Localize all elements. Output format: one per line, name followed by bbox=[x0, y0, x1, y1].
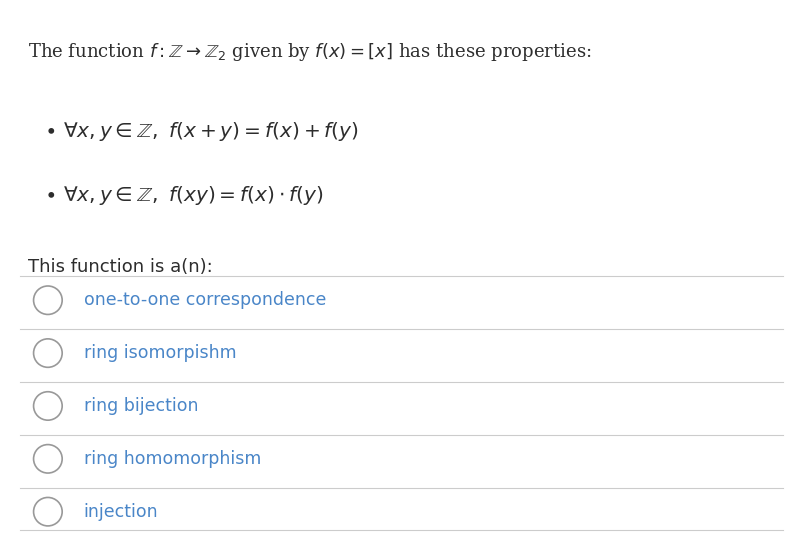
Text: injection: injection bbox=[83, 503, 158, 521]
Text: This function is a(n):: This function is a(n): bbox=[28, 258, 213, 276]
Text: ring bijection: ring bijection bbox=[83, 397, 198, 415]
Text: The function $f : \mathbb{Z} \rightarrow \mathbb{Z}_2$ given by $f(x) = [x]$ has: The function $f : \mathbb{Z} \rightarrow… bbox=[28, 41, 591, 63]
Text: ring isomorpishm: ring isomorpishm bbox=[83, 344, 236, 362]
Text: ring homomorphism: ring homomorphism bbox=[83, 450, 261, 468]
Text: one-to-one correspondence: one-to-one correspondence bbox=[83, 291, 326, 309]
Text: $\bullet\ \forall x, y \in \mathbb{Z},\ f(x+y) = f(x) + f(y)$: $\bullet\ \forall x, y \in \mathbb{Z},\ … bbox=[44, 120, 358, 143]
Text: $\bullet\ \forall x, y \in \mathbb{Z},\ f(xy) = f(x) \cdot f(y)$: $\bullet\ \forall x, y \in \mathbb{Z},\ … bbox=[44, 184, 323, 207]
